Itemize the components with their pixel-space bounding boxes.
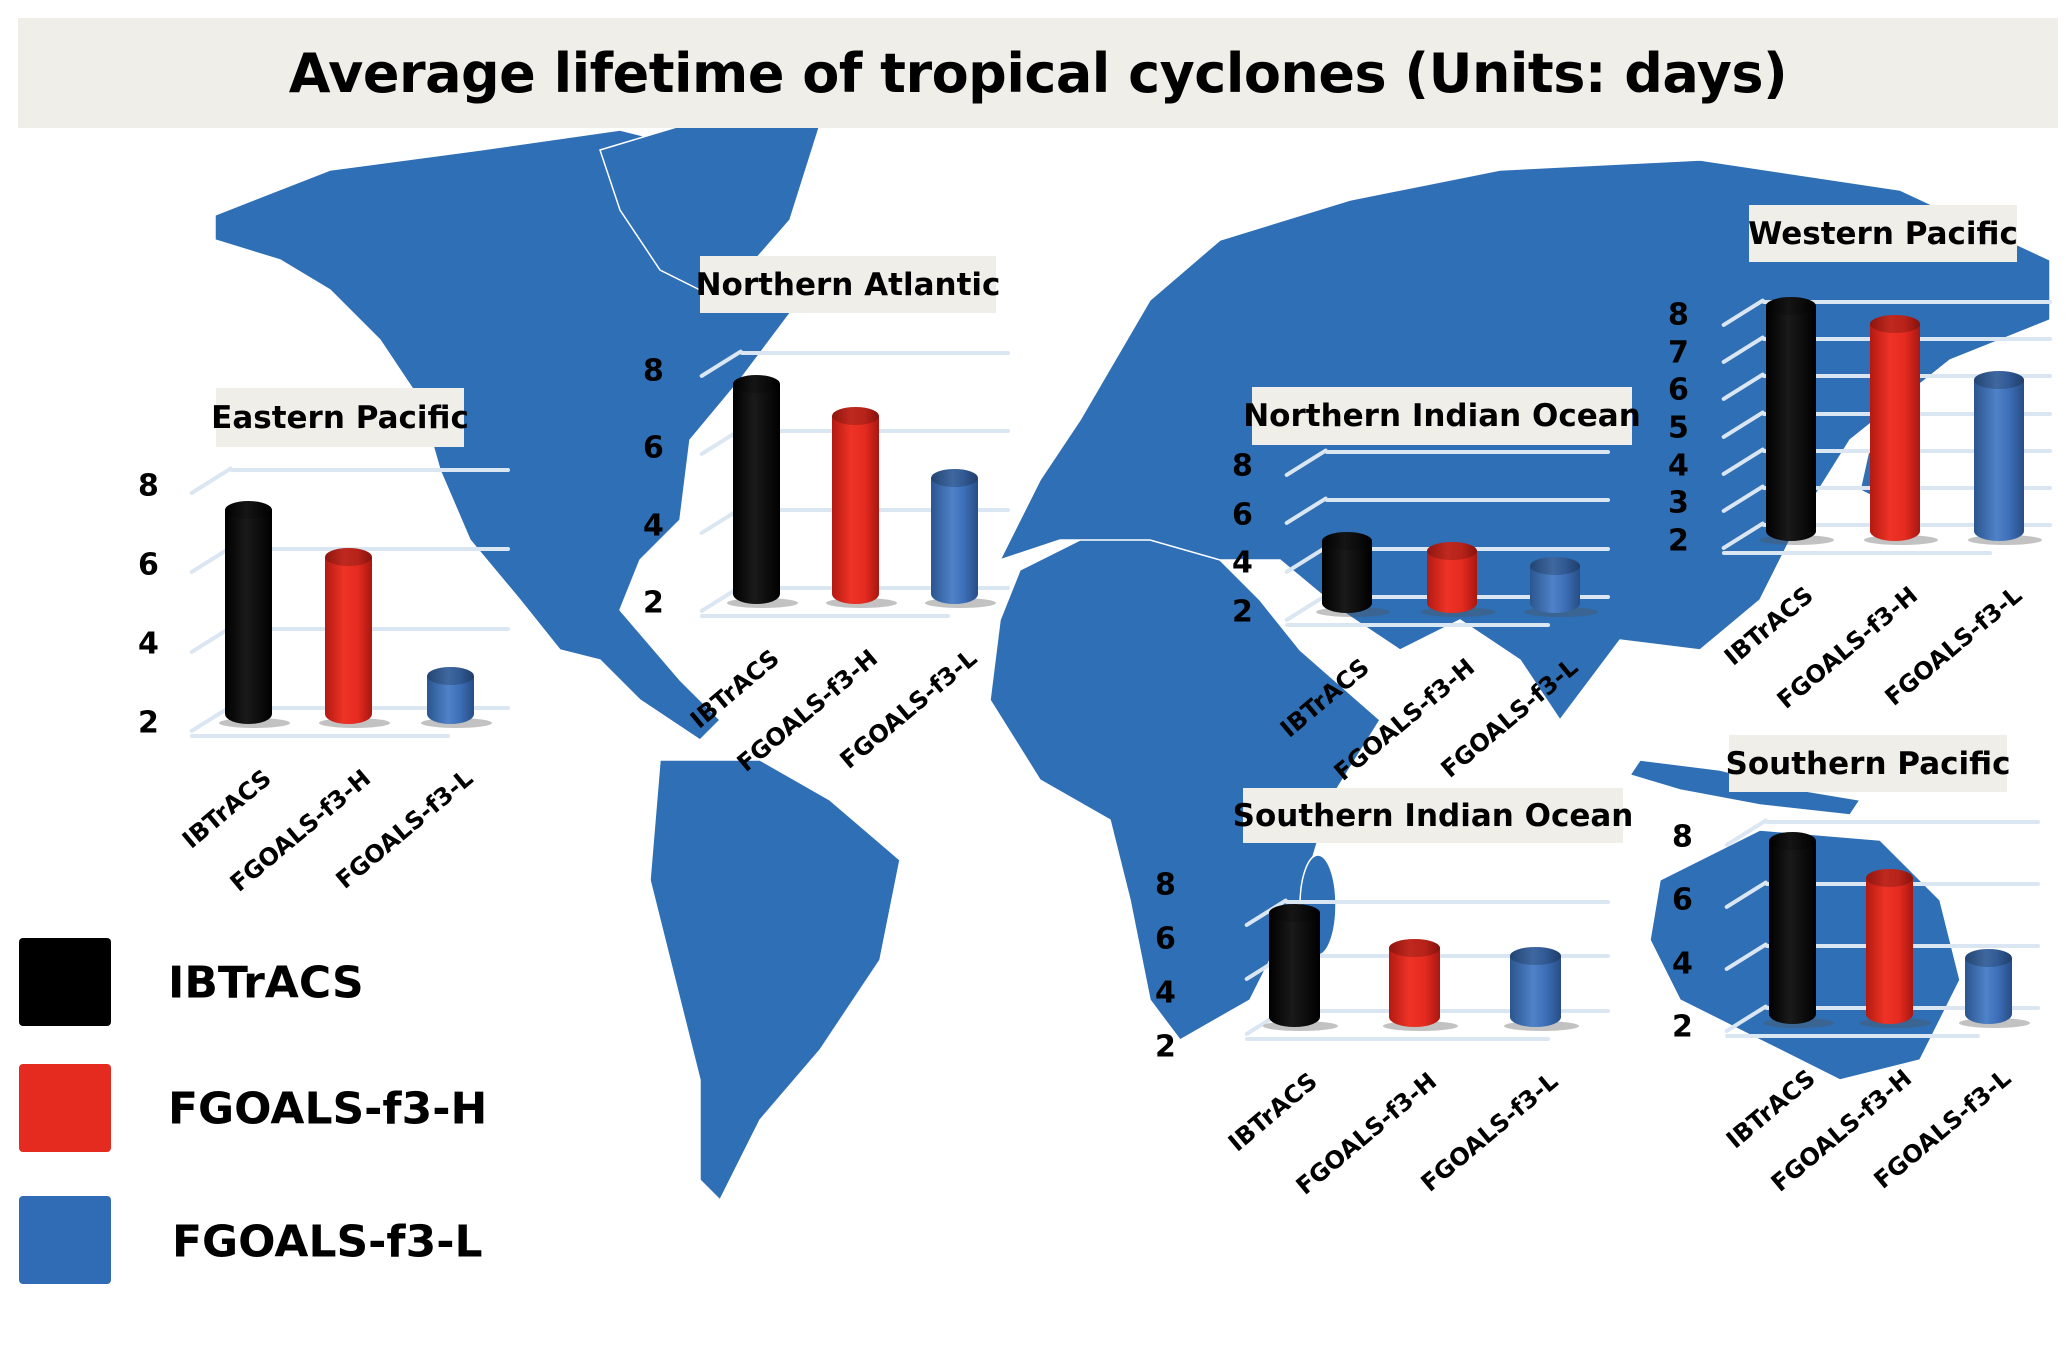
southern-indian-ocean-tick-label: 4 <box>1155 975 1176 1011</box>
southern-indian-ocean-panel-title: Southern Indian Ocean <box>1233 788 1633 843</box>
eastern-pacific-tick-label: 4 <box>138 626 159 662</box>
legend-label-fgoals-h: FGOALS-f3-H <box>168 1083 488 1135</box>
southern-indian-ocean-gridline <box>1285 1009 1610 1013</box>
legend-label-fgoals-l: FGOALS-f3-L <box>172 1216 483 1268</box>
southern-indian-ocean-bar-fgoals-f3-h <box>1389 948 1440 1027</box>
south-america <box>649 759 901 1202</box>
legend-swatch-fgoals-h <box>19 1064 111 1152</box>
northern-indian-ocean-tick-label: 6 <box>1232 497 1253 533</box>
southern-indian-ocean-bar-fgoals-f3-l <box>1510 956 1561 1027</box>
western-pacific-tick-label: 3 <box>1668 485 1689 521</box>
southern-pacific-bar-ibtracs <box>1769 840 1816 1024</box>
northern-indian-ocean-bar-fgoals-f3-l <box>1530 565 1580 613</box>
legend-swatch-ibtracs <box>19 938 111 1026</box>
chart-title: Average lifetime of tropical cyclones (U… <box>288 41 1788 105</box>
western-pacific-bar-ibtracs <box>1766 305 1816 541</box>
africa <box>989 529 1381 1041</box>
northern-atlantic-bar-fgoals-f3-h <box>832 415 879 604</box>
western-pacific-tick-label: 8 <box>1668 297 1689 333</box>
northern-indian-ocean-bar-ibtracs <box>1322 541 1372 613</box>
legend-label-ibtracs: IBTrACS <box>168 957 364 1009</box>
eastern-pacific-bar-fgoals-f3-l <box>427 676 474 724</box>
northern-indian-ocean-gridline <box>1325 498 1610 503</box>
northern-indian-ocean-tick-label: 8 <box>1232 448 1253 484</box>
northern-atlantic-tick-label: 2 <box>643 585 664 621</box>
eastern-pacific-bar-fgoals-f3-h <box>325 557 372 724</box>
northern-atlantic-tick-label: 8 <box>643 353 664 389</box>
eastern-pacific-bar-ibtracs <box>225 509 272 724</box>
western-pacific-tick-label: 5 <box>1668 410 1689 446</box>
southern-indian-ocean-tick-label: 8 <box>1155 867 1176 903</box>
southern-pacific-bar-fgoals-f3-h <box>1866 877 1913 1024</box>
title-bar: Average lifetime of tropical cyclones (U… <box>18 18 2058 128</box>
eastern-pacific-panel-title: Eastern Pacific <box>211 388 469 447</box>
northern-indian-ocean-tick-label: 4 <box>1232 545 1253 581</box>
southern-pacific-tick-label: 2 <box>1672 1009 1693 1045</box>
northern-indian-ocean-gridline <box>1325 450 1610 454</box>
northern-atlantic-floor <box>700 614 950 618</box>
southern-indian-ocean-gridline <box>1285 954 1610 959</box>
southern-indian-ocean-bar-ibtracs <box>1269 912 1320 1027</box>
western-pacific-gridline <box>1762 300 2052 304</box>
western-pacific-tick-label: 7 <box>1668 335 1689 371</box>
northern-indian-ocean-bar-fgoals-f3-h <box>1427 551 1477 613</box>
western-pacific-tick-label: 6 <box>1668 372 1689 408</box>
southern-indian-ocean-tick-label: 6 <box>1155 921 1176 957</box>
eastern-pacific-tick-label: 6 <box>138 547 159 583</box>
western-pacific-panel-title: Western Pacific <box>1748 205 2018 262</box>
southern-pacific-tick-label: 6 <box>1672 882 1693 918</box>
northern-atlantic-gridline <box>740 351 1010 355</box>
southern-pacific-bar-fgoals-f3-l <box>1965 958 2012 1024</box>
southern-pacific-tick-label: 4 <box>1672 946 1693 982</box>
western-pacific-bar-fgoals-f3-l <box>1974 380 2024 541</box>
southern-pacific-floor <box>1725 1034 1980 1038</box>
western-pacific-bar-fgoals-f3-h <box>1870 324 1920 541</box>
eastern-pacific-tick-label: 2 <box>138 705 159 741</box>
northern-atlantic-bar-fgoals-f3-l <box>931 478 978 604</box>
northern-atlantic-tick-label: 4 <box>643 508 664 544</box>
southern-indian-ocean-gridline <box>1285 899 1610 904</box>
eastern-pacific-gridline <box>230 468 510 472</box>
eastern-pacific-gridline <box>230 547 510 552</box>
southern-pacific-gridline <box>1765 820 2040 824</box>
western-pacific-floor <box>1722 551 1992 555</box>
northern-atlantic-panel-title: Northern Atlantic <box>696 256 1000 313</box>
southern-indian-ocean-tick-label: 2 <box>1155 1029 1176 1065</box>
southern-pacific-panel-title: Southern Pacific <box>1726 735 2010 792</box>
northern-atlantic-tick-label: 6 <box>643 430 664 466</box>
northern-indian-ocean-panel-title: Northern Indian Ocean <box>1243 387 1641 445</box>
western-pacific-tick-label: 2 <box>1668 523 1689 559</box>
western-pacific-tick-label: 4 <box>1668 448 1689 484</box>
northern-indian-ocean-floor <box>1285 623 1550 627</box>
southern-indian-ocean-floor <box>1245 1037 1550 1041</box>
eastern-pacific-floor <box>190 734 450 738</box>
northern-atlantic-bar-ibtracs <box>733 384 780 604</box>
eastern-pacific-tick-label: 8 <box>138 468 159 504</box>
southern-pacific-tick-label: 8 <box>1672 819 1693 855</box>
legend-swatch-fgoals-l <box>19 1196 111 1284</box>
northern-indian-ocean-tick-label: 2 <box>1232 594 1253 630</box>
